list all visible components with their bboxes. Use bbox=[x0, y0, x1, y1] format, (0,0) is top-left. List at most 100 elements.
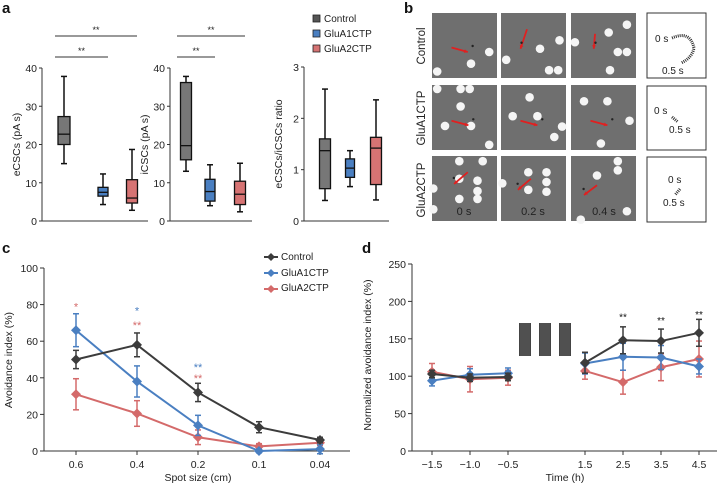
box-iqr bbox=[204, 178, 216, 202]
spot bbox=[622, 47, 632, 57]
red-arrowhead-icon bbox=[519, 44, 524, 49]
c-legend-label-glua2ctp: GluA2CTP bbox=[281, 283, 329, 294]
x-tick-label: 0.2 bbox=[191, 459, 206, 471]
image-tile bbox=[501, 85, 567, 150]
spot bbox=[596, 139, 606, 148]
row-label-glua1ctp: GluA1CTP bbox=[416, 90, 428, 145]
legend-label-control: Control bbox=[324, 14, 356, 25]
box-glua2ctp bbox=[369, 99, 383, 201]
spot bbox=[570, 37, 580, 47]
x-tick-label: 0.6 bbox=[69, 459, 84, 471]
spot bbox=[478, 156, 488, 166]
y-axis-label: iCSCs (pA s) bbox=[139, 114, 151, 174]
x-tick-label: 4.5 bbox=[692, 459, 707, 471]
significance-marker: ** bbox=[133, 320, 142, 332]
significance-marker: * bbox=[74, 302, 79, 314]
data-point bbox=[254, 446, 264, 456]
panel-label-d: d bbox=[362, 240, 371, 257]
legend-swatch-control bbox=[312, 14, 321, 23]
data-point bbox=[315, 435, 325, 446]
spot bbox=[432, 67, 442, 76]
box-iqr bbox=[57, 115, 71, 146]
spot bbox=[524, 185, 533, 195]
data-point bbox=[71, 325, 81, 336]
legend-swatch-glua2ctp bbox=[312, 44, 321, 53]
significance-marker: ** bbox=[657, 316, 665, 327]
y-tick-label: 200 bbox=[388, 296, 406, 308]
trajectory-glua1ctp: 0 s 0.5 s bbox=[646, 85, 707, 151]
spot bbox=[544, 65, 554, 75]
y-tick-label: 40 bbox=[26, 373, 38, 385]
tile-background bbox=[501, 156, 566, 221]
legend-marker-glua2ctp bbox=[267, 285, 275, 293]
spot bbox=[535, 44, 545, 54]
data-point bbox=[694, 361, 704, 372]
significance-marker: * bbox=[135, 305, 140, 317]
spot bbox=[553, 65, 563, 75]
spot bbox=[555, 36, 564, 45]
box-glua1ctp bbox=[344, 149, 356, 188]
legend-marker-control bbox=[267, 253, 275, 261]
spot bbox=[622, 20, 632, 30]
panel-b-image-grid: Control GluA1CTP GluA2CTP 0 s 0.2 s 0.4 … bbox=[416, 12, 707, 224]
x-tick-label: 1.5 bbox=[578, 459, 593, 471]
spot bbox=[576, 215, 586, 224]
traj-end-label: 0.5 s bbox=[663, 198, 685, 209]
trajectory-glua2ctp: 0 s 0.5 s bbox=[646, 156, 707, 223]
spot bbox=[473, 176, 482, 185]
boxplot-a2: 0 10 20 30 40 iCSCs (pA s) ** ** bbox=[139, 25, 252, 228]
spot bbox=[542, 167, 551, 177]
data-point bbox=[694, 327, 704, 338]
y-tick-label: 100 bbox=[388, 371, 406, 383]
spot bbox=[455, 194, 464, 204]
significance-marker: ** bbox=[194, 373, 203, 385]
c-xlabel: Spot size (cm) bbox=[164, 472, 231, 484]
box-glua1ctp bbox=[204, 164, 216, 207]
y-tick-label: 3 bbox=[293, 62, 299, 74]
y-tick-label: 50 bbox=[394, 409, 406, 421]
spot bbox=[613, 156, 623, 166]
panel-label-b: b bbox=[404, 0, 413, 17]
tile-background bbox=[432, 156, 497, 221]
spot bbox=[429, 184, 438, 193]
d-ylabel: Normalized avoidance index (%) bbox=[362, 279, 374, 430]
boxplot-a1: 0 10 20 30 40 eCSCs (pA s) ** ** bbox=[11, 25, 148, 228]
larva bbox=[582, 187, 585, 191]
y-tick-label: 10 bbox=[25, 178, 37, 190]
significance-label: ** bbox=[192, 46, 200, 56]
spot bbox=[498, 179, 507, 188]
box-control bbox=[179, 75, 193, 173]
y-tick-label: 0 bbox=[400, 446, 406, 458]
data-point bbox=[656, 336, 666, 347]
stimulus-block-icon bbox=[519, 323, 531, 356]
time-label-0s: 0 s bbox=[457, 206, 472, 218]
significance-label: ** bbox=[207, 25, 215, 35]
spot bbox=[473, 194, 482, 204]
x-tick-label: 0.1 bbox=[252, 459, 267, 471]
spot bbox=[557, 122, 567, 131]
spot bbox=[550, 132, 559, 142]
spot bbox=[603, 96, 612, 106]
traj-end-label: 0.5 s bbox=[669, 125, 691, 136]
spot bbox=[508, 111, 517, 121]
boxplot-a3: 0 1 2 3 eCSCs/iCSCs ratio bbox=[273, 62, 389, 228]
y-tick-label: 100 bbox=[20, 263, 38, 275]
spot bbox=[501, 55, 511, 65]
spot bbox=[455, 156, 464, 166]
image-tile bbox=[571, 156, 636, 224]
traj-end-label: 0.5 s bbox=[662, 66, 684, 77]
tile-background bbox=[432, 85, 497, 150]
spot bbox=[525, 93, 534, 102]
c-legend: Control GluA1CTP GluA2CTP bbox=[281, 252, 329, 294]
legend-label-glua1ctp: GluA1CTP bbox=[324, 29, 372, 40]
spot bbox=[456, 102, 465, 111]
data-point bbox=[193, 387, 203, 398]
red-arrowhead-icon bbox=[454, 180, 459, 184]
spot bbox=[429, 205, 438, 214]
significance-marker: ** bbox=[194, 362, 203, 374]
data-point bbox=[254, 422, 264, 433]
spot bbox=[613, 47, 623, 57]
larva bbox=[516, 182, 519, 185]
data-point bbox=[580, 357, 590, 368]
